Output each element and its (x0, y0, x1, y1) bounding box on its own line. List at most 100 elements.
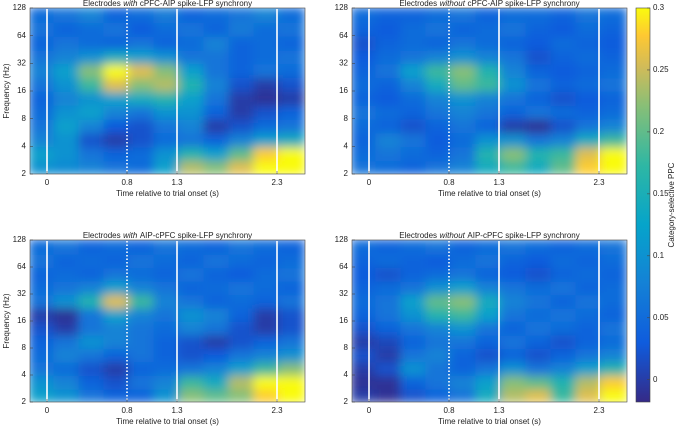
heatmap-cell (425, 34, 453, 51)
heatmap-cell (253, 131, 281, 148)
y-tick-label: 128 (13, 235, 27, 244)
heatmap-cell (400, 374, 428, 390)
heatmap-cell (500, 145, 528, 162)
heatmap-cell (78, 240, 106, 255)
heatmap-cell (352, 76, 378, 92)
heatmap-cell (500, 8, 528, 23)
heatmap-cell (278, 117, 305, 134)
heatmap-cell (253, 279, 281, 296)
y-tick-label: 4 (22, 141, 27, 150)
heatmap-cell (500, 20, 528, 37)
heatmap-cell (278, 48, 305, 65)
heatmap-cell (475, 145, 503, 162)
heatmap-cell (600, 252, 627, 269)
heatmap-cell (203, 346, 231, 363)
heatmap-cell (550, 48, 578, 65)
heatmap-cell (450, 103, 478, 120)
heatmap-cell (203, 62, 231, 79)
heatmap-cell (253, 62, 281, 79)
heatmap-cell (253, 306, 281, 322)
heatmap-cell (525, 8, 553, 23)
heatmap-cell (575, 306, 603, 322)
heatmap-cell (525, 293, 553, 309)
heatmap-cell (550, 90, 578, 106)
heatmap-cell (600, 266, 627, 282)
heatmap-cell (178, 279, 206, 296)
heatmap-cell (500, 360, 528, 376)
heatmap-cell (400, 240, 428, 255)
heatmap-cell (450, 131, 478, 148)
heatmap-cell (475, 252, 503, 269)
heatmap-cell (30, 266, 56, 282)
heatmap-cell (600, 76, 627, 92)
heatmap-cell (575, 387, 603, 402)
heatmap-cell (575, 252, 603, 269)
heatmap-cell (128, 360, 156, 376)
heatmap-cell (475, 279, 503, 296)
heatmap-cell (203, 90, 231, 106)
heatmap-cell (352, 131, 378, 148)
heatmap-cell (30, 346, 56, 363)
heatmap-cell (375, 279, 403, 296)
heatmap-cell (600, 293, 627, 309)
heatmap-cell (53, 48, 81, 65)
heatmap-cell (178, 320, 206, 336)
heatmap-cell (400, 252, 428, 269)
heatmap-panel (30, 240, 305, 402)
x-axis-label: Time relative to trial onset (s) (116, 417, 219, 426)
y-tick-label: 8 (344, 343, 349, 352)
heatmap-cell (203, 306, 231, 322)
heatmap-cell (30, 20, 56, 37)
heatmap-cell (450, 333, 478, 350)
heatmap-cell (500, 76, 528, 92)
heatmap-cell (575, 279, 603, 296)
heatmap-cell (178, 252, 206, 269)
heatmap-cell (575, 266, 603, 282)
heatmap-cells (30, 8, 305, 174)
heatmap-cell (153, 117, 181, 134)
title-prefix: Electrodes (83, 231, 121, 240)
x-tick-label: 2.3 (593, 406, 605, 415)
heatmap-cell (178, 266, 206, 282)
heatmap-cell (30, 62, 56, 79)
heatmap-cell (128, 145, 156, 162)
heatmap-cell (525, 103, 553, 120)
x-tick-label: 2.3 (271, 178, 283, 187)
heatmap-cell (153, 90, 181, 106)
heatmap-cell (425, 8, 453, 23)
heatmap-cell (600, 117, 627, 134)
heatmap-cell (400, 20, 428, 37)
heatmap-cell (352, 20, 378, 37)
heatmap-cell (153, 145, 181, 162)
heatmap-cell (78, 293, 106, 309)
y-tick-label: 16 (17, 316, 26, 325)
heatmap-cell (103, 387, 131, 402)
x-tick-label: 0.8 (121, 406, 133, 415)
heatmap-cell (228, 374, 256, 390)
heatmap-cell (525, 387, 553, 402)
heatmap-cell (500, 62, 528, 79)
heatmap-cell (575, 117, 603, 134)
heatmap-cell (450, 90, 478, 106)
heatmap-cell (203, 117, 231, 134)
heatmap-cell (352, 306, 378, 322)
heatmap-cell (128, 320, 156, 336)
heatmap-cell (228, 346, 256, 363)
heatmap-cell (450, 320, 478, 336)
heatmap-cell (278, 62, 305, 79)
x-tick-label: 1.3 (493, 178, 505, 187)
heatmap-cell (425, 90, 453, 106)
heatmap-cell (400, 34, 428, 51)
heatmap-cell (178, 117, 206, 134)
y-tick-label: 16 (339, 86, 348, 95)
heatmap-cell (475, 293, 503, 309)
heatmap-cell (352, 145, 378, 162)
heatmap-cell (30, 293, 56, 309)
heatmap-cell (203, 293, 231, 309)
heatmap-cell (600, 48, 627, 65)
heatmap-cell (425, 333, 453, 350)
heatmap-cell (500, 159, 528, 174)
heatmap-cell (253, 266, 281, 282)
heatmap-cell (425, 293, 453, 309)
heatmap-cell (425, 131, 453, 148)
